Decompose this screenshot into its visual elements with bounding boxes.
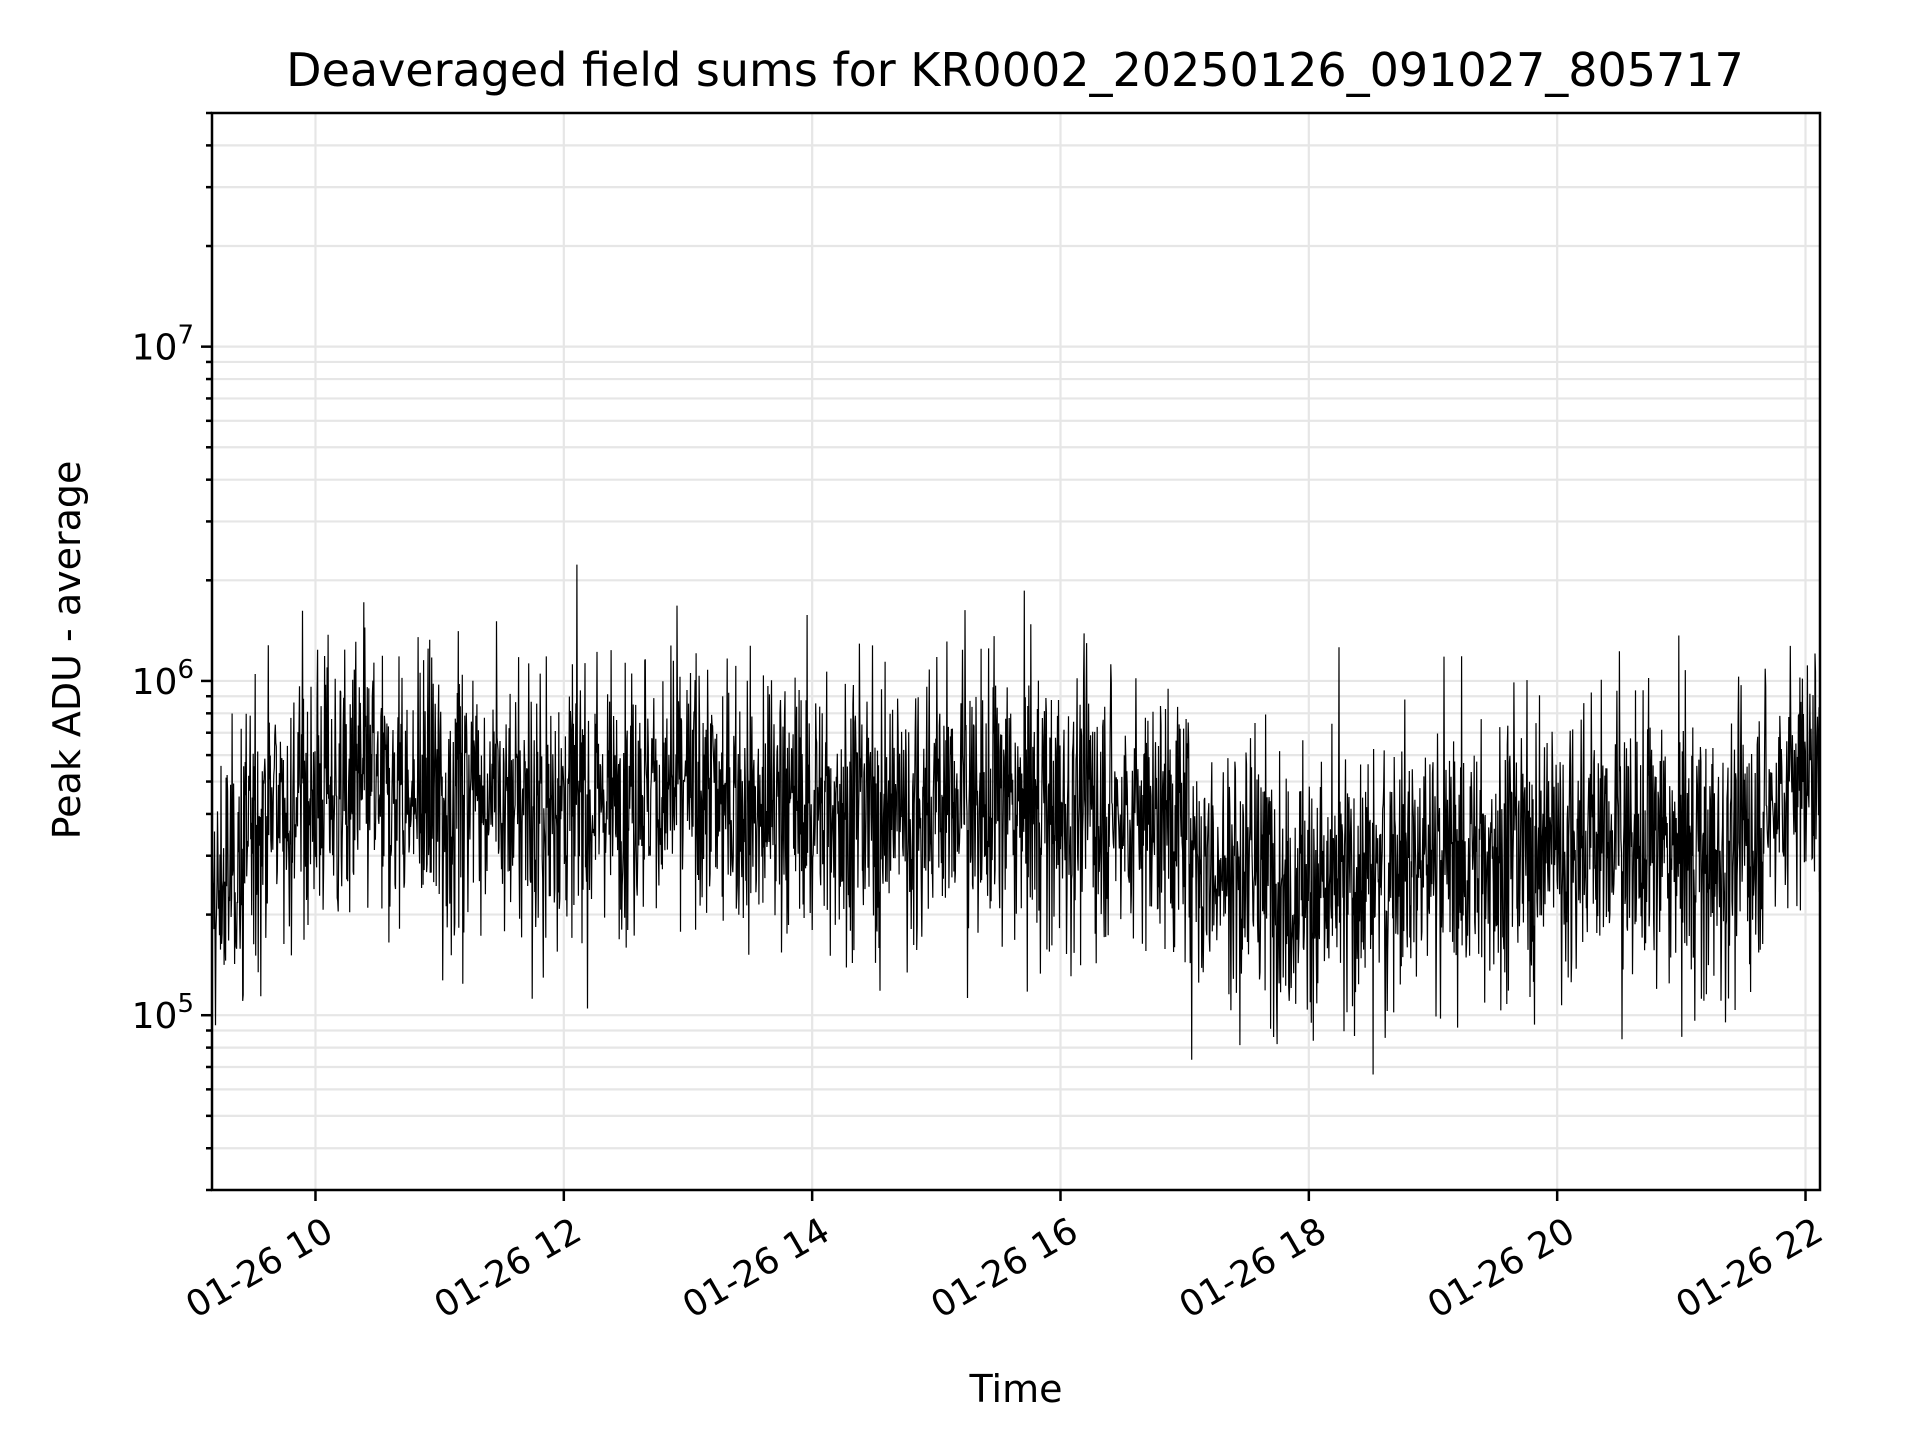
series-layer bbox=[211, 149, 1821, 1075]
chart-title: Deaveraged field sums for KR0002_2025012… bbox=[286, 43, 1744, 97]
y-tick-label: 106 bbox=[132, 655, 194, 703]
x-axis: 01-26 10 01-26 12 01-26 14 01-26 16 01-26 18… bbox=[179, 1190, 1830, 1327]
y-tick-label: 107 bbox=[132, 321, 194, 369]
y-axis: 105 106 107 bbox=[132, 111, 212, 1192]
x-tick-label: 01-26 10 bbox=[179, 1210, 340, 1326]
y-axis-label: Peak ADU - average bbox=[45, 461, 89, 840]
x-tick-label: 01-26 16 bbox=[924, 1210, 1085, 1326]
x-axis-label: Time bbox=[969, 1367, 1063, 1411]
plot-frame bbox=[210, 111, 1822, 1192]
series-line bbox=[211, 149, 1821, 1075]
x-tick-label: 01-26 22 bbox=[1669, 1210, 1830, 1326]
x-tick-label: 01-26 18 bbox=[1173, 1210, 1334, 1326]
x-tick-label: 01-26 20 bbox=[1421, 1210, 1582, 1326]
grid bbox=[212, 111, 1820, 1192]
y-tick-label: 105 bbox=[132, 989, 194, 1037]
x-tick-label: 01-26 14 bbox=[676, 1210, 837, 1326]
x-tick-label: 01-26 12 bbox=[428, 1210, 589, 1326]
